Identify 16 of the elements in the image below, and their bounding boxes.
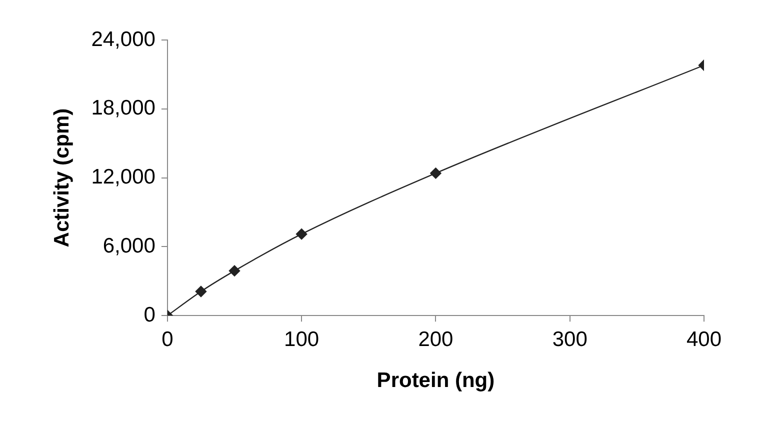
point [195,286,207,298]
x-tick-label: 0 [162,328,174,351]
y-axis-title: Activity (cpm) [50,108,74,248]
x-tick-label: 200 [418,328,454,351]
x-tick-label: 400 [686,328,722,351]
point [430,168,442,179]
y-tick-label: 0 [144,303,156,326]
x-axis-title: Protein (ng) [376,369,495,392]
y-tick-label: 18,000 [91,96,156,120]
y-tick-label: 24,000 [91,28,156,51]
y-tick-label: 12,000 [91,166,156,189]
point [296,228,308,240]
x-tick-label: 100 [284,328,320,351]
point [228,265,240,276]
y-tick-label: 6,000 [102,234,156,258]
x-tick-label: 300 [552,328,588,351]
